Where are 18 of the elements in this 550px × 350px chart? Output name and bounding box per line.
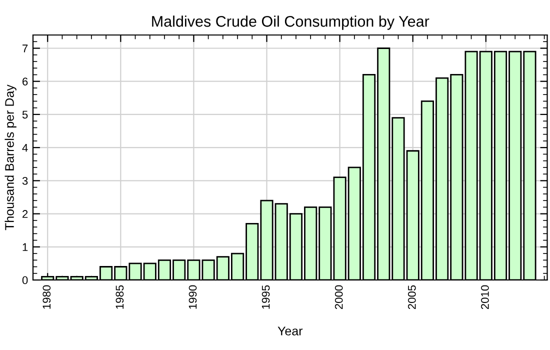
x-tick-label: 1985 [116,285,124,309]
x-tick-label: 1995 [262,285,270,309]
y-tick-label: 4 [22,144,28,152]
x-tick-label: 2005 [408,285,416,310]
y-tick-label: 1 [22,243,28,251]
y-tick-label: 7 [22,44,28,52]
chart-title: Maldives Crude Oil Consumption by Year [152,16,430,30]
x-tick-label: 1980 [42,285,51,309]
y-tick-label: 5 [22,110,28,119]
x-axis-title: Year [278,326,303,336]
x-tick-label: 2000 [334,285,343,310]
y-tick-label: 6 [22,78,28,86]
y-tick-label: 2 [22,210,28,218]
y-tick-label: 0 [22,276,28,284]
y-tick-label: 3 [22,176,28,185]
x-tick-label: 1990 [188,285,197,309]
x-tick-label: 2010 [481,285,489,310]
y-axis-title: Thousand Barrels per Day [4,84,16,230]
